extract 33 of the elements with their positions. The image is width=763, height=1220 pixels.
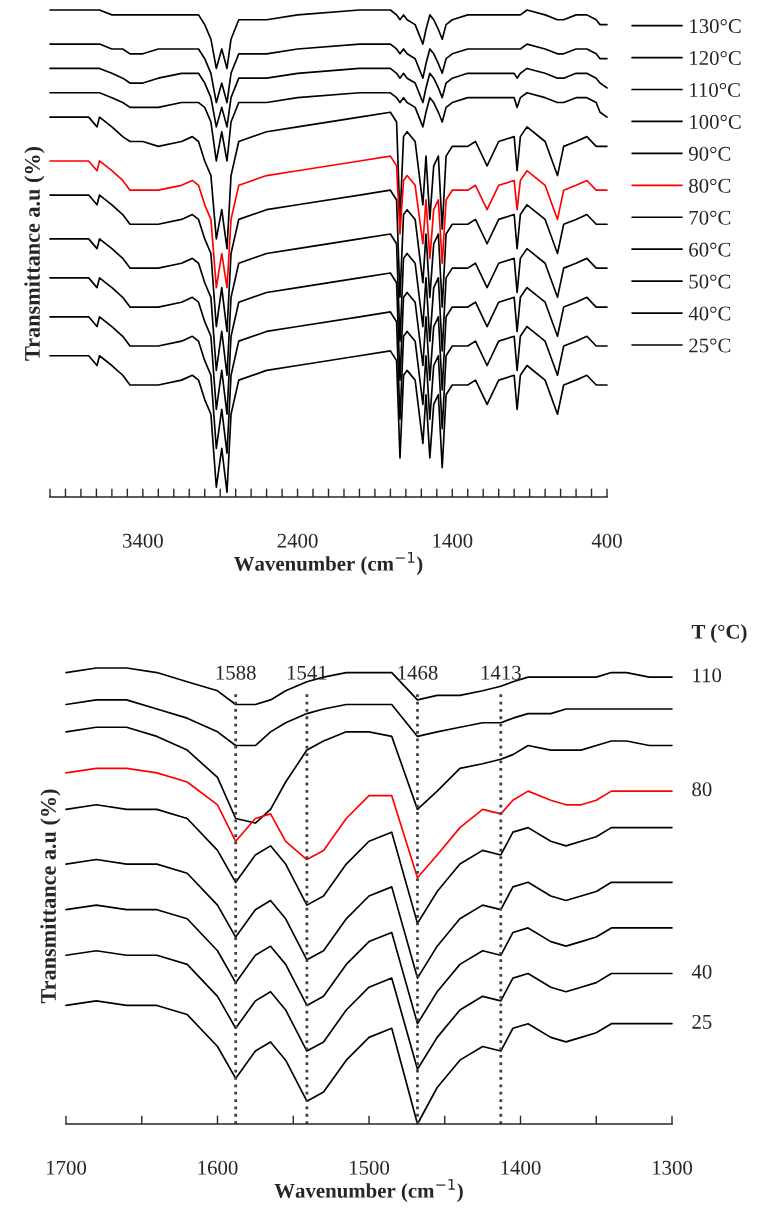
legend-label: 50°C [689, 274, 731, 289]
x-tick-label: 2400 [277, 533, 318, 548]
x-axis-title: Wavenumber (cm$^{−1}$) [234, 552, 423, 576]
ref-line-label: 1588 [216, 665, 256, 680]
series-label: 110 [693, 668, 722, 683]
x-tick-label: 1500 [350, 1160, 390, 1175]
x-tick-label: 1700 [47, 1160, 87, 1175]
legend-label: 120°C [690, 51, 741, 66]
y-axis-title: Transmittance a.u (%) [24, 146, 45, 361]
series-label: 80 [692, 782, 712, 797]
ref-line-label: 1413 [481, 665, 521, 680]
legend-label: 70°C [689, 210, 731, 225]
x-tick-label: 1600 [198, 1160, 238, 1175]
legend-label: 110°C [690, 82, 740, 97]
legend-label: 60°C [689, 242, 731, 257]
ref-line-label: 1468 [398, 665, 438, 680]
legend-label: 90°C [688, 146, 731, 161]
legend-title: T (°C) [691, 624, 747, 643]
x-tick-label: 400 [591, 533, 622, 548]
x-tick-label: 3400 [123, 533, 163, 548]
x-tick-label: 1300 [653, 1160, 693, 1175]
series-label: 40 [691, 964, 712, 979]
legend-label: 25°C [689, 338, 731, 353]
legend-label: 100°C [690, 114, 741, 129]
ref-line-label: 1541 [287, 665, 327, 680]
legend-label: 130°C [690, 19, 741, 34]
legend-label: 40°C [688, 306, 731, 321]
x-tick-label: 1400 [433, 533, 473, 548]
legend-label: 80°C [689, 178, 731, 193]
x-tick-label: 1400 [501, 1160, 541, 1175]
y-axis-title: Transmittance a.u (%) [40, 789, 61, 1004]
x-axis-title: Wavenumber (cm$^{−1}$) [274, 1179, 463, 1203]
series-label: 25 [692, 1014, 712, 1029]
